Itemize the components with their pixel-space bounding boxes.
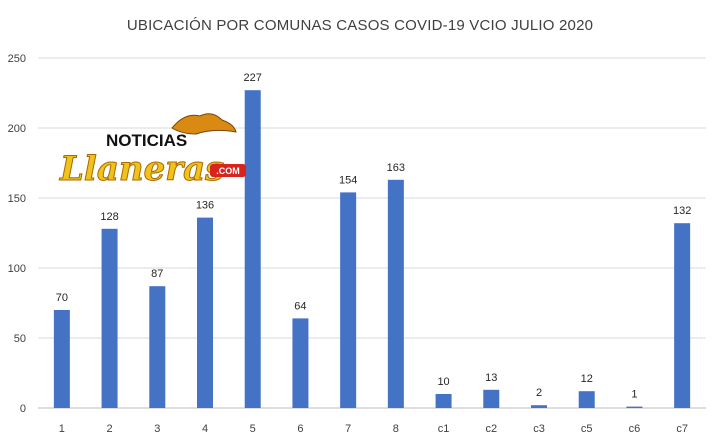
x-tick-label-3: 3 — [154, 423, 160, 435]
y-tick-label: 250 — [8, 53, 26, 65]
bar-1 — [53, 310, 70, 408]
x-tick-label-c7: c7 — [676, 423, 688, 435]
bar-c6 — [626, 406, 643, 408]
bar-7 — [340, 192, 357, 408]
x-tick-label-8: 8 — [393, 423, 399, 435]
x-tick-label-c6: c6 — [629, 423, 641, 435]
data-label-7: 154 — [339, 174, 357, 186]
data-label-6: 64 — [294, 300, 306, 312]
watermark-logo: NOTICIAS Llaneras .COM — [59, 113, 246, 190]
bar-c3 — [531, 405, 547, 408]
data-label-c2: 13 — [485, 372, 497, 384]
bar-6 — [292, 318, 309, 408]
data-label-4: 136 — [196, 200, 214, 212]
x-tick-label-4: 4 — [202, 423, 208, 435]
data-label-3: 87 — [151, 268, 163, 280]
watermark-suffix-badge — [210, 164, 246, 177]
bar-2 — [101, 228, 118, 408]
y-tick-label: 100 — [8, 263, 26, 275]
x-tick-label-c1: c1 — [438, 423, 450, 435]
bar-4 — [197, 217, 213, 408]
gridlines — [38, 57, 706, 339]
data-label-c1: 10 — [437, 376, 449, 388]
x-tick-label-5: 5 — [250, 423, 256, 435]
watermark-line1: NOTICIAS — [106, 131, 187, 150]
data-label-c3: 2 — [536, 387, 542, 399]
bar-5 — [244, 90, 261, 408]
x-tick-label-7: 7 — [345, 423, 351, 435]
data-label-2: 128 — [100, 211, 118, 223]
data-label-8: 163 — [387, 162, 405, 174]
bar-c1 — [435, 394, 452, 408]
bars — [53, 90, 691, 408]
x-tick-label-2: 2 — [107, 423, 113, 435]
data-label-c5: 12 — [581, 373, 593, 385]
bar-8 — [387, 179, 404, 408]
data-label-5: 227 — [244, 72, 262, 84]
hat-icon — [171, 113, 237, 135]
x-tick-label-c5: c5 — [581, 423, 593, 435]
chart-title: UBICACIÓN POR COMUNAS CASOS COVID-19 VCI… — [127, 17, 593, 34]
x-axis-ticks: 1 2 3 4 5 6 7 8 c1 c2 c3 c5 c6 c7 — [59, 423, 688, 435]
x-tick-label-c3: c3 — [533, 423, 545, 435]
bar-c5 — [578, 391, 595, 408]
data-label-c6: 1 — [631, 389, 637, 401]
x-tick-label-6: 6 — [297, 423, 303, 435]
watermark-line2: Llaneras — [59, 149, 224, 189]
y-axis-ticks: 0 50 100 150 200 250 — [8, 53, 26, 415]
y-tick-label: 200 — [8, 123, 26, 135]
x-tick-label-c2: c2 — [485, 423, 497, 435]
x-tick-label-1: 1 — [59, 423, 65, 435]
y-tick-label: 0 — [20, 403, 26, 415]
data-label-1: 70 — [56, 292, 68, 304]
y-tick-label: 50 — [14, 333, 26, 345]
watermark-suffix: .COM — [216, 166, 240, 176]
bar-3 — [149, 286, 166, 408]
bar-c2 — [483, 389, 500, 408]
data-label-c7: 132 — [673, 205, 691, 217]
y-tick-label: 150 — [8, 193, 26, 205]
bar-c7 — [674, 223, 691, 408]
